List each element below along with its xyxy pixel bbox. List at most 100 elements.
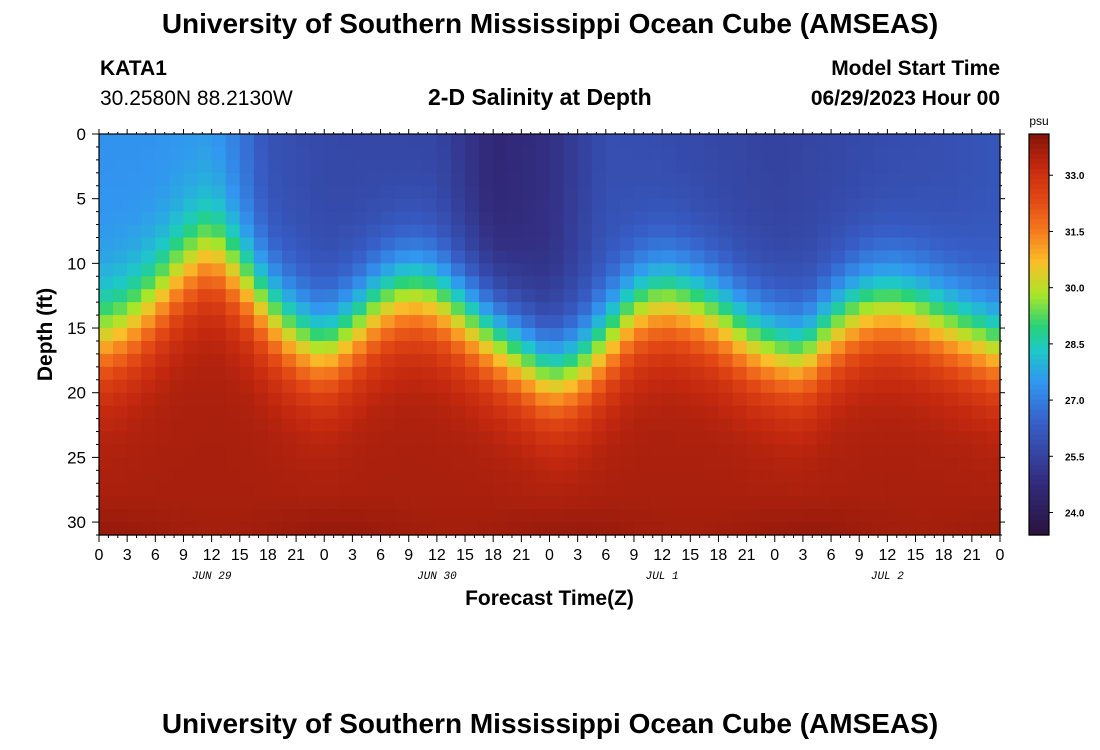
- heatmap-cell: [633, 392, 649, 407]
- heatmap-cell: [253, 392, 269, 407]
- heatmap-cell: [239, 444, 255, 458]
- heatmap-cell: [957, 172, 973, 187]
- heatmap-cell: [802, 237, 818, 252]
- heatmap-cell: [197, 211, 213, 226]
- heatmap-cell: [746, 522, 762, 536]
- heatmap-cell: [324, 483, 339, 497]
- heatmap-cell: [746, 483, 762, 497]
- heatmap-cell: [676, 289, 691, 303]
- heatmap-cell: [718, 328, 734, 342]
- heatmap-cell: [422, 263, 438, 277]
- heatmap-cell: [239, 172, 255, 187]
- heatmap-cell: [338, 418, 354, 433]
- heatmap-cell: [690, 366, 705, 381]
- heatmap-cell: [239, 483, 255, 497]
- heatmap-cell: [535, 224, 551, 239]
- heatmap-cell: [113, 470, 128, 484]
- heatmap-cell: [394, 340, 410, 355]
- heatmap-cell: [901, 185, 917, 200]
- heatmap-cell: [915, 431, 931, 446]
- heatmap-cell: [704, 276, 720, 290]
- heatmap-cell: [282, 276, 297, 290]
- heatmap-cell: [831, 159, 846, 174]
- heatmap-cell: [845, 509, 860, 523]
- heatmap-cell: [704, 444, 720, 458]
- heatmap-cell: [831, 340, 846, 355]
- heatmap-cell: [718, 289, 734, 303]
- heatmap-cell: [732, 328, 748, 342]
- heatmap-cell: [577, 224, 593, 239]
- heatmap-cell: [816, 418, 832, 433]
- heatmap-cell: [296, 315, 311, 329]
- heatmap-cell: [450, 172, 466, 187]
- heatmap-cell: [310, 224, 325, 239]
- heatmap-cell: [450, 134, 466, 148]
- heatmap-cell: [535, 431, 551, 446]
- heatmap-cell: [169, 405, 185, 420]
- heatmap-cell: [380, 224, 396, 239]
- heatmap-cell: [831, 444, 846, 458]
- heatmap-cell: [760, 522, 776, 536]
- heatmap-cell: [267, 483, 283, 497]
- heatmap-cell: [774, 250, 790, 264]
- heatmap-cell: [746, 418, 762, 433]
- colorbar-segment: [1029, 339, 1049, 346]
- heatmap-cell: [507, 315, 522, 329]
- heatmap-cell: [577, 353, 593, 368]
- heatmap-cell: [957, 185, 973, 200]
- heatmap-cell: [338, 353, 354, 368]
- heatmap-cell: [324, 185, 339, 200]
- heatmap-cell: [887, 198, 903, 213]
- colorbar-segment: [1029, 414, 1049, 421]
- heatmap-cell: [197, 146, 213, 161]
- heatmap-cell: [465, 522, 480, 536]
- heatmap-cell: [310, 172, 325, 187]
- heatmap-cell: [816, 172, 832, 187]
- heatmap-cell: [549, 289, 565, 303]
- heatmap-cell: [859, 159, 874, 174]
- heatmap-cell: [422, 405, 438, 420]
- heatmap-cell: [352, 431, 368, 446]
- heatmap-cell: [450, 483, 466, 497]
- heatmap-cell: [957, 250, 973, 264]
- heatmap-cell: [493, 315, 508, 329]
- heatmap-cell: [183, 509, 199, 523]
- heatmap-cell: [422, 509, 438, 523]
- heatmap-cell: [380, 353, 396, 368]
- heatmap-cell: [619, 392, 635, 407]
- colorbar-segment: [1029, 364, 1049, 371]
- heatmap-cell: [352, 263, 368, 277]
- heatmap-cell: [957, 263, 973, 277]
- heatmap-cell: [774, 457, 790, 471]
- heatmap-cell: [99, 405, 114, 420]
- heatmap-cell: [732, 315, 748, 329]
- heatmap-cell: [465, 302, 480, 316]
- heatmap-cell: [225, 418, 241, 433]
- heatmap-cell: [690, 444, 705, 458]
- heatmap-cell: [690, 276, 705, 290]
- heatmap-cell: [113, 315, 128, 329]
- heatmap-cell: [788, 224, 804, 239]
- heatmap-cell: [845, 405, 860, 420]
- heatmap-cell: [366, 509, 382, 523]
- heatmap-cell: [633, 431, 649, 446]
- heatmap-cell: [802, 366, 818, 381]
- heatmap-cell: [366, 276, 382, 290]
- heatmap-cell: [676, 159, 691, 174]
- heatmap-cell: [563, 418, 579, 433]
- heatmap-cell: [450, 366, 466, 381]
- heatmap-cell: [113, 353, 128, 368]
- heatmap-cell: [549, 353, 565, 368]
- heatmap-cell: [394, 457, 410, 471]
- colorbar-segment: [1029, 499, 1049, 506]
- heatmap-cell: [662, 509, 677, 523]
- heatmap-cell: [859, 522, 874, 536]
- heatmap-cell: [394, 198, 410, 213]
- heatmap-cell: [633, 353, 649, 368]
- heatmap-cell: [760, 431, 776, 446]
- heatmap-cell: [985, 237, 1001, 252]
- heatmap-cell: [831, 509, 846, 523]
- heatmap-cell: [549, 496, 565, 510]
- heatmap-cell: [394, 522, 410, 536]
- heatmap-cell: [338, 431, 354, 446]
